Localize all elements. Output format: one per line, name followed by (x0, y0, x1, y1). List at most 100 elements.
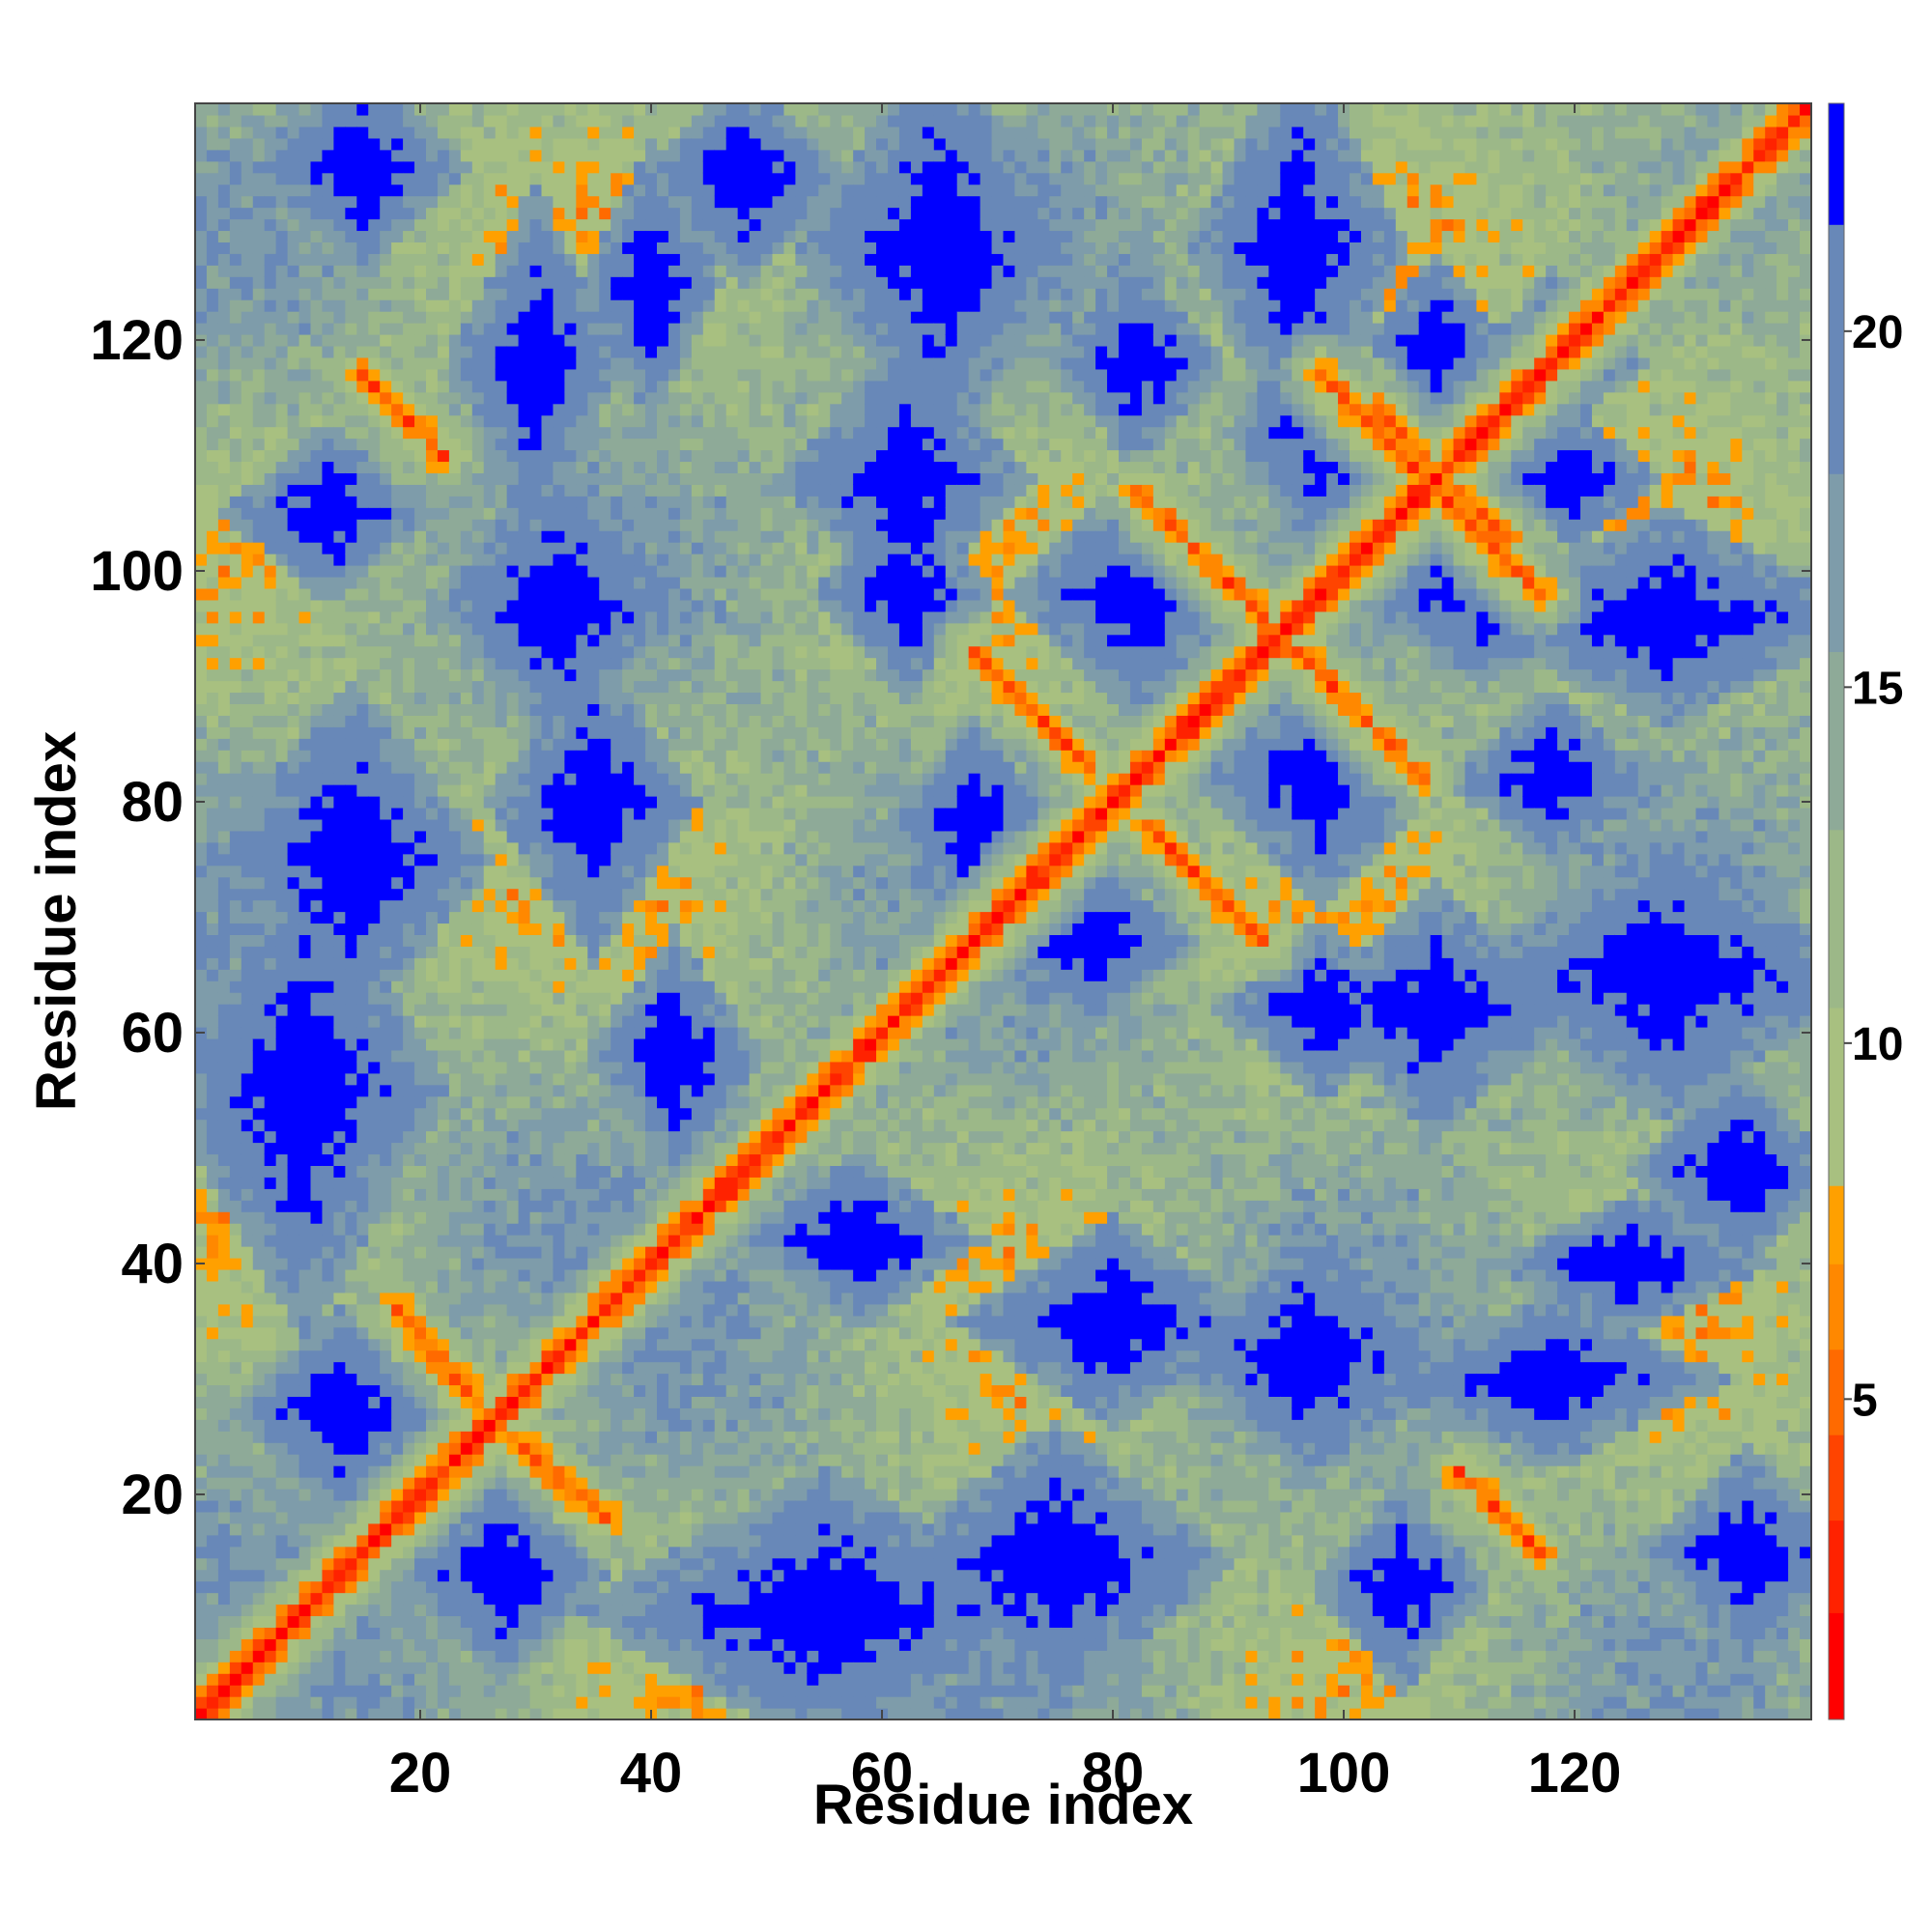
heatmap-cell (403, 1615, 415, 1628)
heatmap-cell (530, 912, 543, 924)
heatmap-cell (391, 1558, 404, 1571)
heatmap-cell (507, 1465, 520, 1478)
heatmap-cell (368, 1673, 381, 1686)
heatmap-cell (380, 542, 392, 554)
heatmap-cell (391, 1153, 404, 1166)
heatmap-cell (356, 1211, 369, 1224)
heatmap-cell (496, 519, 508, 531)
heatmap-cell (368, 346, 381, 358)
heatmap-cell (311, 1304, 324, 1317)
heatmap-cell (195, 1627, 208, 1639)
heatmap-cell (472, 1465, 485, 1478)
heatmap-cell (507, 623, 520, 636)
heatmap-cell (438, 1304, 450, 1317)
heatmap-cell (322, 889, 334, 901)
heatmap-cell (599, 969, 611, 981)
heatmap-cell (519, 484, 531, 497)
heatmap-cell (576, 1258, 588, 1270)
heatmap-cell (484, 484, 497, 497)
heatmap-cell (576, 1211, 588, 1224)
heatmap-cell (426, 1120, 439, 1132)
heatmap-cell (507, 369, 520, 382)
heatmap-cell (230, 185, 242, 197)
heatmap-cell (472, 1131, 485, 1144)
heatmap-cell (519, 726, 531, 739)
heatmap-cell (553, 185, 565, 197)
heatmap-cell (599, 1615, 611, 1628)
heatmap-cell (438, 1396, 450, 1408)
heatmap-cell (218, 1581, 231, 1594)
heatmap-cell (391, 484, 404, 497)
heatmap-cell (542, 1120, 554, 1132)
heatmap-cell (461, 1673, 473, 1686)
heatmap-cell (496, 346, 508, 358)
heatmap-cell (449, 1581, 462, 1594)
heatmap-cell (288, 1304, 300, 1317)
heatmap-cell (333, 150, 346, 162)
heatmap-cell (391, 1223, 404, 1236)
heatmap-cell (380, 1143, 392, 1155)
heatmap-cell (564, 346, 577, 358)
heatmap-cell (195, 1293, 208, 1305)
heatmap-cell (218, 1419, 231, 1432)
heatmap-cell (345, 1558, 357, 1571)
heatmap-cell (403, 1316, 415, 1328)
heatmap-cell (576, 1650, 588, 1662)
heatmap-cell (322, 1535, 334, 1548)
heatmap-cell (403, 507, 415, 520)
heatmap-cell (438, 1327, 450, 1340)
heatmap-cell (299, 484, 312, 497)
heatmap-cell (461, 1708, 473, 1720)
heatmap-cell (391, 715, 404, 727)
heatmap-cell (542, 1500, 554, 1513)
heatmap-cell (322, 1419, 334, 1432)
heatmap-cell (195, 1512, 208, 1524)
heatmap-cell (288, 819, 300, 832)
heatmap-cell (449, 253, 462, 266)
heatmap-cell (265, 1327, 277, 1340)
heatmap-cell (507, 681, 520, 694)
heatmap-cell (311, 866, 324, 878)
heatmap-cell (368, 1120, 381, 1132)
heatmap-cell (472, 427, 485, 440)
heatmap-cell (311, 646, 324, 659)
heatmap-cell (519, 1419, 531, 1432)
heatmap-cell (414, 196, 427, 209)
heatmap-cell (207, 1096, 219, 1109)
heatmap-cell (564, 923, 577, 935)
heatmap-cell (599, 726, 611, 739)
heatmap-cell (391, 1143, 404, 1155)
heatmap-cell (391, 1407, 404, 1420)
heatmap-cell (438, 392, 450, 405)
heatmap-cell (426, 1293, 439, 1305)
heatmap-cell (530, 1558, 543, 1571)
heatmap-cell (230, 1384, 242, 1397)
heatmap-cell (449, 992, 462, 1005)
heatmap-cell (288, 1027, 300, 1039)
heatmap-cell (322, 1442, 334, 1455)
heatmap-cell (576, 1500, 588, 1513)
heatmap-cell (599, 1374, 611, 1386)
heatmap-cell (368, 1073, 381, 1086)
heatmap-cell (311, 1153, 324, 1166)
heatmap-cell (564, 1143, 577, 1155)
heatmap-cell (530, 1246, 543, 1259)
heatmap-cell (195, 1004, 208, 1016)
heatmap-cell (587, 334, 600, 347)
heatmap-cell (322, 1200, 334, 1212)
heatmap-cell (461, 288, 473, 300)
heatmap-cell (438, 611, 450, 624)
heatmap-cell (414, 1246, 427, 1259)
heatmap-cell (507, 750, 520, 762)
heatmap-cell (345, 1027, 357, 1039)
heatmap-cell (242, 1465, 254, 1478)
heatmap-cell (587, 577, 600, 589)
heatmap-cell (530, 415, 543, 428)
heatmap-cell (345, 1419, 357, 1432)
heatmap-cell (507, 1281, 520, 1293)
heatmap-cell (587, 1188, 600, 1201)
heatmap-cell (299, 1442, 312, 1455)
heatmap-cell (311, 1350, 324, 1363)
heatmap-cell (576, 1223, 588, 1236)
heatmap-cell (195, 1570, 208, 1582)
